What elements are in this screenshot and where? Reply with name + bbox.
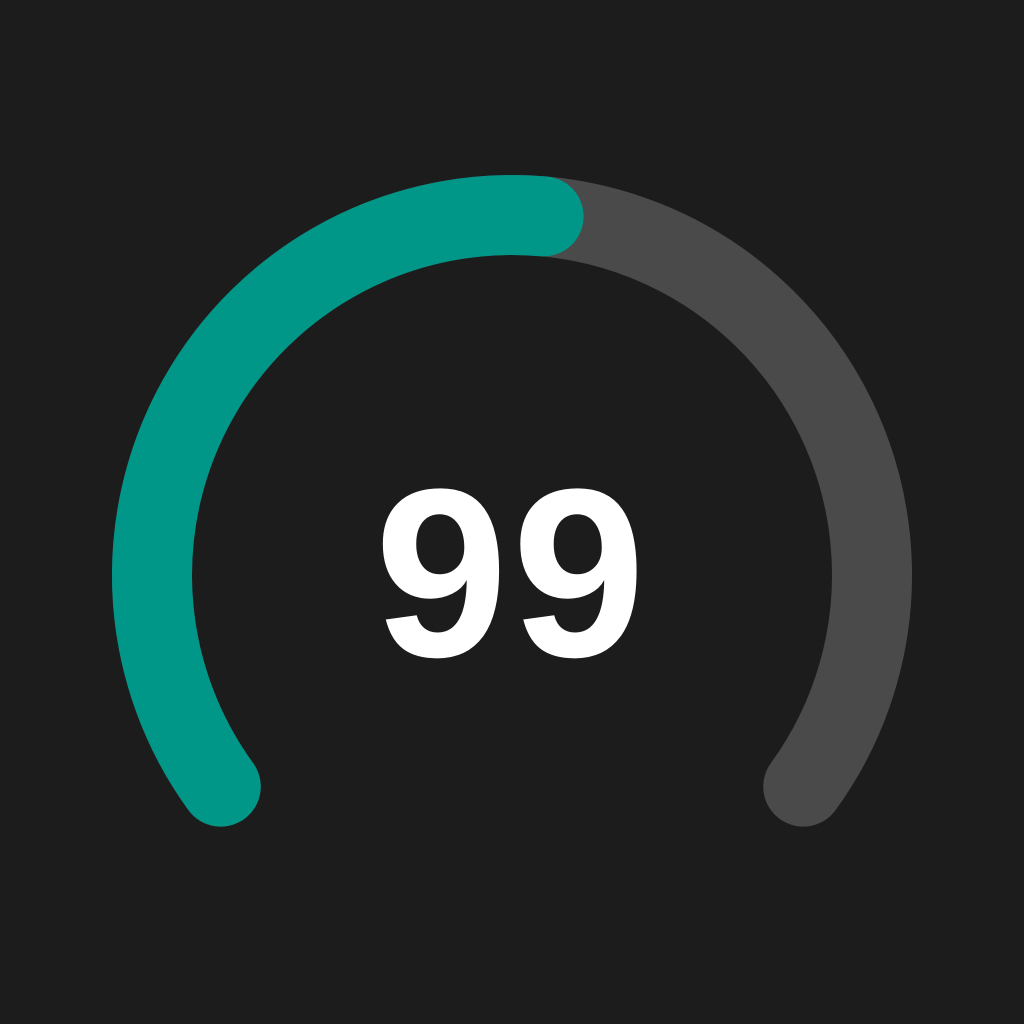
gauge-fill [112, 175, 584, 827]
gauge-value: 99 [374, 439, 650, 707]
